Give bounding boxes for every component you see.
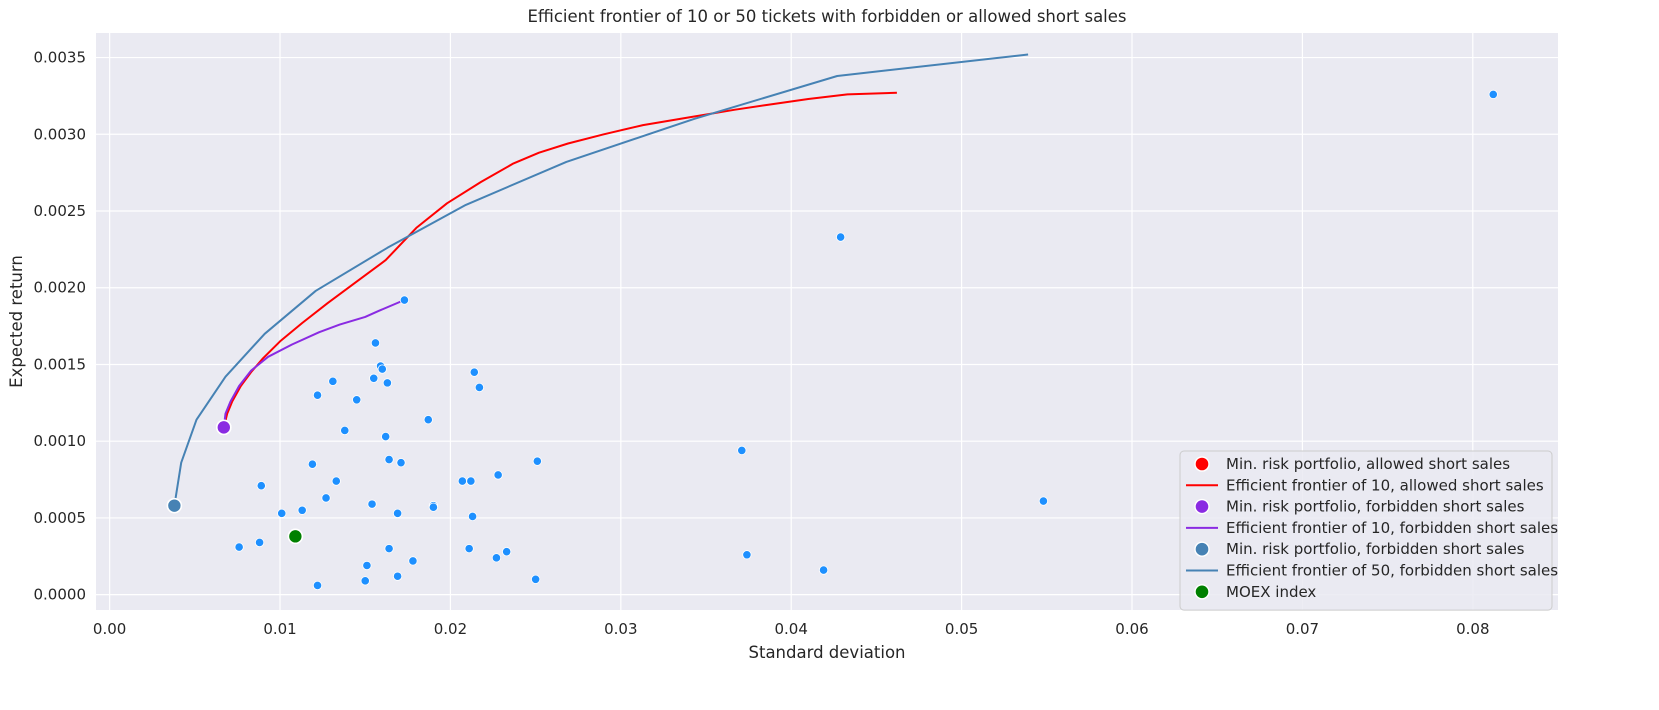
ticker-point [381,431,391,442]
ticker-point [428,502,438,512]
y-axis-ticks: 0.0000 0.0005 0.0010 0.0015 0.0020 0.0025 0.00… [34,49,87,604]
frontier-line [222,299,405,428]
ticker-point [396,458,406,468]
ticker-point [362,560,372,571]
x-tick-label: 0.05 [945,620,978,638]
y-tick-label: 0.0015 [34,355,87,373]
legend-entry: Efficient frontier of 50, forbidden shor… [1226,562,1558,580]
legend-entry: Efficient frontier of 10, forbidden shor… [1226,519,1558,537]
x-tick-label: 0.00 [93,620,126,638]
y-tick-label: 0.0020 [34,279,87,297]
legend: Min. risk portfolio, allowed short sales… [1179,450,1558,611]
ticker-point [469,367,479,377]
portfolio-marker [215,419,232,436]
ticker-point [467,511,478,521]
ticker-point [360,576,370,586]
frontier-line [173,53,1029,506]
ticker-point [312,390,323,400]
ticker-point [393,508,403,518]
y-tick-label: 0.0010 [34,432,87,450]
ticker-point [532,456,542,466]
ticker-point [464,544,474,554]
ticker-point [297,505,307,515]
ticker-point [367,499,377,509]
y-tick-label: 0.0025 [34,202,87,220]
ticker-point [408,556,418,566]
ticker-point [502,547,512,557]
legend-entry: Efficient frontier of 10, allowed short … [1226,476,1544,494]
portfolio-marker [287,528,304,545]
ticker-point [382,378,392,388]
ticker-point [352,395,362,405]
ticker-point [312,580,323,591]
legend-entry: Min. risk portfolio, allowed short sales [1226,455,1510,473]
ticker-point [384,544,394,554]
y-tick-label: 0.0035 [34,49,87,67]
legend-box [1179,450,1553,611]
legend-marker-swatch [1194,584,1210,600]
y-tick-label: 0.0000 [34,586,87,604]
ticker-point [234,542,244,552]
ticker-point [737,445,747,456]
legend-marker-swatch [1194,541,1210,557]
y-tick-label: 0.0030 [34,125,87,143]
ticker-point [742,550,752,560]
ticker-points [234,89,1498,591]
ticker-point [466,476,476,486]
legend-marker-swatch [1194,456,1210,472]
legend-entry: MOEX index [1226,583,1316,601]
ticker-point [399,295,410,305]
ticker-point [836,232,846,242]
ticker-point [370,338,381,348]
x-tick-label: 0.08 [1456,620,1489,638]
ticker-point [377,364,387,374]
legend-entry: Min. risk portfolio, forbidden short sal… [1226,498,1525,516]
ticker-point [369,373,379,383]
ticker-point [328,376,338,386]
chart-title: Efficient frontier of 10 or 50 tickets w… [527,7,1126,26]
x-tick-label: 0.02 [434,620,467,638]
ticker-point [256,481,266,491]
ticker-point [531,574,541,584]
ticker-point [818,565,829,575]
ticker-point [321,493,331,503]
x-axis-ticks: 0.00 0.01 0.02 0.03 0.04 0.05 0.06 0.07 0.08 [93,620,1490,638]
portfolio-marker [166,497,183,514]
ticker-point [491,553,502,563]
ticker-point [493,470,503,480]
ticker-point [277,508,287,518]
x-tick-label: 0.04 [775,620,808,638]
x-axis-title: Standard deviation [749,643,906,662]
x-tick-label: 0.03 [604,620,637,638]
x-tick-label: 0.07 [1286,620,1319,638]
ticker-point [457,476,467,486]
ticker-point [1038,496,1049,506]
ticker-point [331,476,341,486]
legend-entry: Min. risk portfolio, forbidden short sal… [1226,540,1525,558]
ticker-point [474,382,484,393]
y-tick-label: 0.0005 [34,509,87,527]
ticker-point [1488,89,1498,99]
portfolio-markers [166,419,304,545]
ticker-point [393,571,403,581]
frontier-lines [173,53,1029,506]
ticker-point [340,425,350,436]
ticker-point [307,459,318,469]
x-tick-label: 0.01 [263,620,296,638]
y-axis-title: Expected return [7,255,26,388]
ticker-point [423,415,433,425]
ticker-point [254,537,265,548]
legend-marker-swatch [1194,498,1210,515]
x-tick-label: 0.06 [1115,620,1148,638]
ticker-point [384,455,394,465]
